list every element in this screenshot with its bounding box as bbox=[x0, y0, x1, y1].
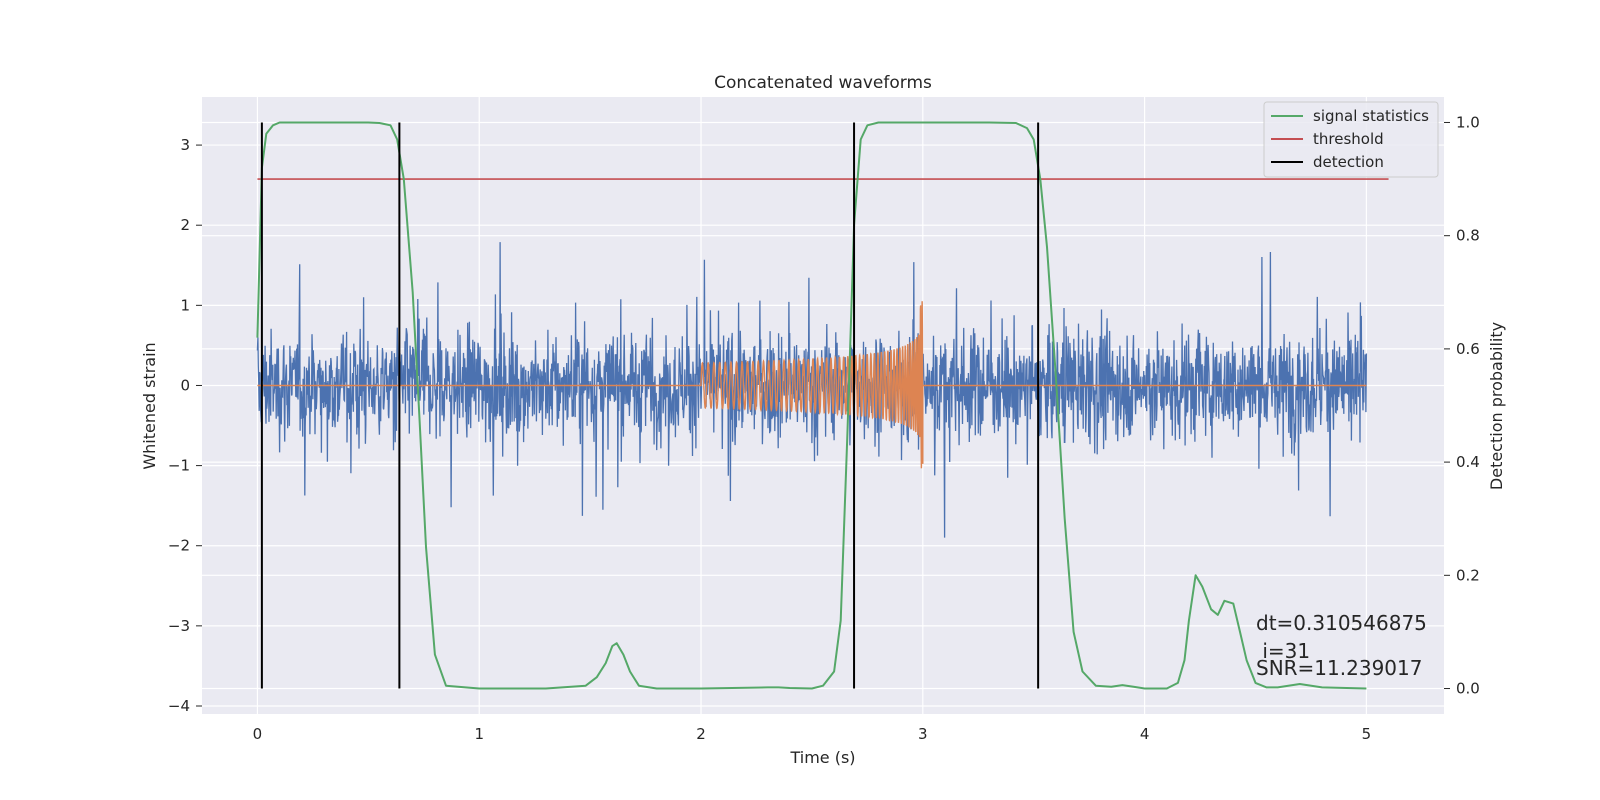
y-tick-label: 1 bbox=[180, 296, 190, 314]
strain-noise-line bbox=[256, 242, 1368, 538]
x-tick-label: 1 bbox=[474, 725, 484, 743]
x-tick-label: 3 bbox=[918, 725, 928, 743]
x-axis-label: Time (s) bbox=[789, 748, 855, 767]
y-tick-label: 2 bbox=[180, 216, 190, 234]
legend-detection-label: detection bbox=[1313, 153, 1384, 171]
x-tick-label: 4 bbox=[1140, 725, 1150, 743]
legend-frame bbox=[1263, 101, 1439, 178]
y-tick-label: −3 bbox=[168, 617, 190, 635]
y-tick-label: 0 bbox=[180, 376, 190, 394]
legend: signal statistics threshold detection bbox=[1263, 101, 1439, 178]
y-axis-label: Whitened strain bbox=[140, 342, 159, 469]
annotation-index: i=31 bbox=[1256, 639, 1310, 663]
x-tick-label: 5 bbox=[1362, 725, 1372, 743]
y-tick-label: −2 bbox=[168, 537, 190, 555]
x-tick-label: 0 bbox=[253, 725, 263, 743]
plot-area bbox=[256, 121, 1389, 690]
y2-tick-label: 0.8 bbox=[1456, 227, 1480, 245]
y-tick-label: −4 bbox=[168, 697, 190, 715]
y2-tick-label: 0.6 bbox=[1456, 340, 1480, 358]
legend-threshold-label: threshold bbox=[1313, 130, 1384, 148]
y2-tick-label: 0.0 bbox=[1456, 680, 1480, 698]
axes: 0 1 2 3 4 5 −4 −3 −2 −1 0 1 2 3 0.0 0.2 0.4 0.6 0.8 1.0 bbox=[168, 113, 1480, 743]
y-tick-label: 3 bbox=[180, 136, 190, 154]
y-tick-label: −1 bbox=[168, 457, 190, 475]
x-tick-label: 2 bbox=[696, 725, 706, 743]
y2-tick-label: 0.4 bbox=[1456, 453, 1480, 471]
snr-annotation: dt=0.310546875 i=31 SNR=11.239017 bbox=[1256, 611, 1427, 680]
annotation-dt: dt=0.310546875 bbox=[1256, 611, 1427, 635]
injection-waveform-line bbox=[257, 301, 1367, 469]
y2-tick-label: 1.0 bbox=[1456, 113, 1480, 131]
y2-axis-label: Detection probability bbox=[1487, 322, 1506, 490]
chart-title: Concatenated waveforms bbox=[714, 73, 932, 93]
legend-signal-statistics-label: signal statistics bbox=[1313, 107, 1429, 125]
y2-tick-label: 0.2 bbox=[1456, 566, 1480, 584]
annotation-snr: SNR=11.239017 bbox=[1256, 656, 1422, 680]
